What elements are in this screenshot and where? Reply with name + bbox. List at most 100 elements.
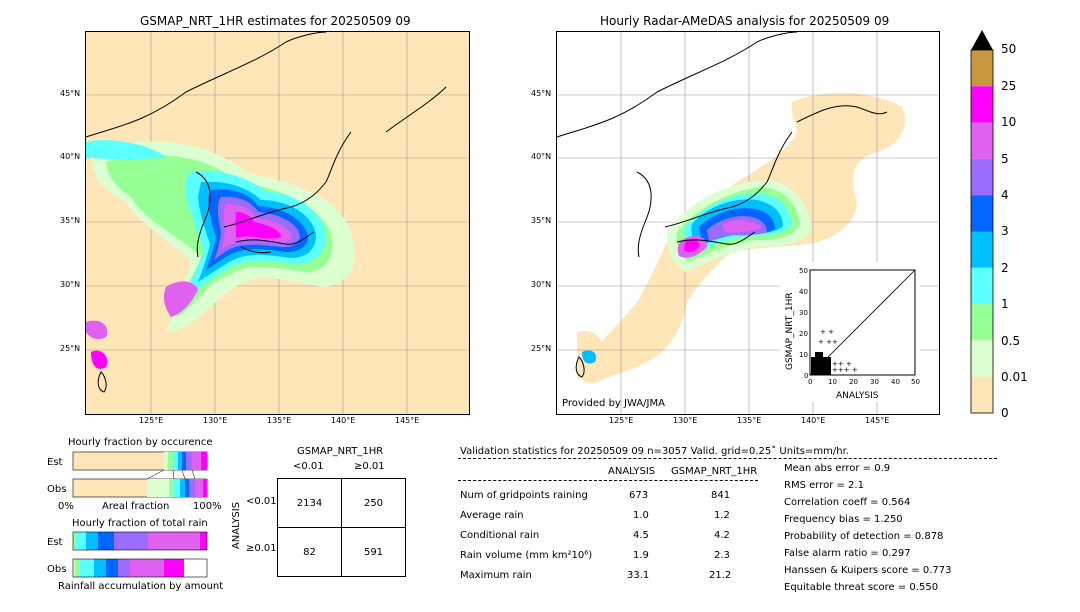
- inset-xtick: 20: [849, 378, 858, 386]
- colorbar-label: 1: [1001, 297, 1009, 311]
- fraction-total-est-label: Est: [47, 537, 63, 548]
- fraction-occurrence-chart: [72, 450, 212, 504]
- validation-row-gsmap: 841: [711, 490, 731, 501]
- validation-col-analysis: ANALYSIS: [608, 466, 656, 477]
- left-map-panel: [85, 31, 470, 415]
- left-map-title: GSMAP_NRT_1HR estimates for 20250509 09: [140, 14, 411, 28]
- colorbar-label: 10: [1001, 115, 1017, 129]
- right-lat-tick: 35°N: [531, 216, 552, 225]
- fraction-axis-right: 100%: [193, 501, 222, 512]
- validation-row-gsmap: 2.3: [714, 550, 730, 561]
- colorbar-label: 3: [1001, 224, 1009, 238]
- contingency-row-axis: ANALYSIS: [231, 501, 243, 550]
- left-lon-tick: 130°E: [203, 416, 228, 425]
- colorbar-segment: [971, 231, 993, 268]
- validation-score: Mean abs error = 0.9: [784, 463, 891, 474]
- left-lon-tick: 135°E: [267, 416, 292, 425]
- validation-score: Equitable threat score = 0.550: [784, 582, 939, 593]
- validation-row-analysis: 33.1: [627, 570, 650, 581]
- contingency-row-ge: ≥0.01: [246, 543, 277, 554]
- colorbar-segment: [971, 304, 993, 341]
- inset-xtick: 0: [808, 378, 812, 386]
- validation-row-label: Num of gridpoints raining: [460, 490, 588, 501]
- right-lon-tick: 145°E: [865, 416, 890, 425]
- right-map-title: Hourly Radar-AMeDAS analysis for 2025050…: [600, 14, 890, 28]
- fraction-occurrence-obs-label: Obs: [47, 484, 67, 495]
- validation-row-analysis: 1.0: [633, 510, 649, 521]
- left-lat-tick: 30°N: [60, 280, 81, 289]
- validation-table-divider: [458, 480, 758, 481]
- validation-divider: [458, 458, 997, 459]
- svg-text:+ ++: + ++: [818, 338, 838, 346]
- contingency-col-ge: ≥0.01: [354, 461, 385, 472]
- colorbar-segment: [971, 376, 993, 413]
- validation-row-label: Maximum rain: [460, 570, 532, 581]
- contingency-title: GSMAP_NRT_1HR: [297, 446, 384, 457]
- inset-ytick: 30: [799, 309, 808, 317]
- right-lon-tick: 125°E: [609, 416, 634, 425]
- scatter-points: + + + ++ ++ + +++ +: [811, 328, 858, 375]
- right-lat-tick: 30°N: [531, 280, 552, 289]
- contingency-cell: 591: [341, 527, 406, 577]
- contingency-col-lt: <0.01: [293, 461, 324, 472]
- scatter-inset-plot: + + + ++ ++ + +++ + 0 10 20 30 40 50 0 1…: [785, 267, 920, 401]
- fraction-total-title: Hourly fraction of total rain: [72, 518, 208, 529]
- validation-row-label: Rain volume (mm km²10⁶): [460, 550, 593, 561]
- colorbar-label: 0.5: [1001, 334, 1021, 348]
- validation-row-analysis: 1.9: [633, 550, 649, 561]
- colorbar-label: 50: [1001, 42, 1017, 56]
- fraction-axis-left: 0%: [58, 501, 74, 512]
- inset-xtick: 10: [828, 378, 837, 386]
- svg-text:+++ +: +++ +: [832, 366, 858, 374]
- colorbar: [966, 28, 1006, 418]
- validation-header: Validation statistics for 20250509 09 n=…: [460, 446, 849, 457]
- svg-text:+ +: + +: [820, 328, 834, 336]
- left-lon-tick: 125°E: [139, 416, 164, 425]
- inset-ytick: 10: [799, 351, 808, 359]
- validation-score: Hanssen & Kuipers score = 0.773: [784, 565, 952, 576]
- inset-xtick: 40: [891, 378, 900, 386]
- right-map-rain-field: [557, 32, 939, 414]
- validation-score: Frequency bias = 1.250: [784, 514, 903, 525]
- colorbar-segment: [971, 50, 993, 87]
- validation-score: Probability of detection = 0.878: [784, 531, 944, 542]
- right-lon-tick: 135°E: [737, 416, 762, 425]
- colorbar-label: 0.01: [1001, 370, 1028, 384]
- left-lat-tick: 45°N: [60, 89, 81, 98]
- validation-score: RMS error = 2.1: [784, 480, 864, 491]
- right-lat-tick: 45°N: [531, 89, 552, 98]
- right-lon-tick: 140°E: [801, 416, 826, 425]
- contingency-table: 2134 250 82 591: [277, 478, 406, 577]
- fraction-occurrence-est-label: Est: [47, 457, 63, 468]
- validation-row-analysis: 4.5: [633, 530, 649, 541]
- colorbar-segment: [971, 267, 993, 305]
- inset-ytick: 40: [799, 288, 808, 296]
- validation-row-label: Conditional rain: [460, 530, 540, 541]
- colorbar-over-triangle: [971, 30, 993, 50]
- inset-ylabel: GSMAP_NRT_1HR: [785, 292, 795, 370]
- contingency-cell: 250: [341, 478, 406, 528]
- svg-text:++ +: ++ +: [832, 360, 852, 368]
- validation-row-label: Average rain: [460, 510, 524, 521]
- right-lon-tick: 130°E: [673, 416, 698, 425]
- inset-ytick: 20: [799, 330, 808, 338]
- contingency-row-lt: <0.01: [246, 496, 277, 507]
- colorbar-segment: [971, 86, 993, 123]
- fraction-total-chart: [72, 530, 212, 584]
- fraction-occurrence-title: Hourly fraction by occurence: [68, 437, 213, 448]
- left-lat-tick: 35°N: [60, 216, 81, 225]
- colorbar-label: 2: [1001, 261, 1009, 275]
- colorbar-segment: [971, 340, 993, 377]
- validation-score: False alarm ratio = 0.297: [784, 548, 911, 559]
- colorbar-label: 4: [1001, 188, 1009, 202]
- left-map-rain-field: [86, 32, 469, 414]
- scatter-inset: + + + ++ ++ + +++ + 0 10 20 30 40 50 0 1…: [780, 262, 920, 402]
- validation-col-gsmap: GSMAP_NRT_1HR: [671, 466, 758, 477]
- colorbar-segment: [971, 195, 993, 232]
- left-lon-tick: 140°E: [331, 416, 356, 425]
- colorbar-label: 0: [1001, 406, 1009, 420]
- inset-ytick: 0: [804, 372, 808, 380]
- fraction-total-footer: Rainfall accumulation by amount: [58, 581, 224, 592]
- fraction-axis-mid: Areal fraction: [102, 501, 170, 512]
- data-credit: Provided by JWA/JMA: [562, 398, 665, 409]
